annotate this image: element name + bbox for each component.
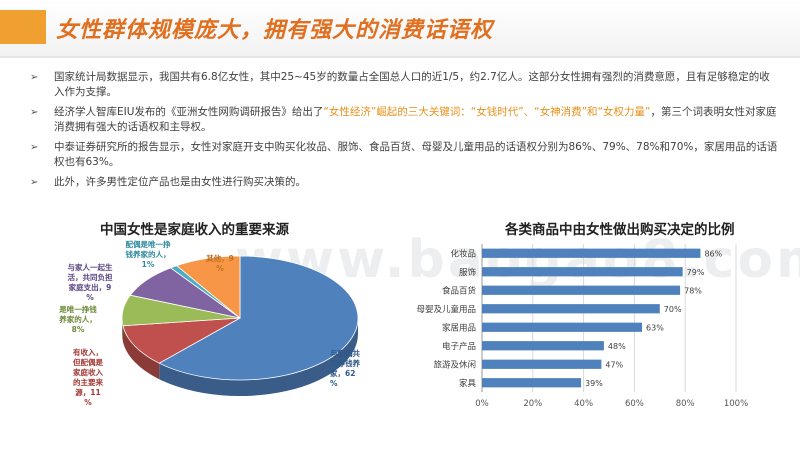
pie-slice-label: 其他，9% [206, 253, 234, 273]
bar [482, 359, 602, 369]
bullet-item: ➢ 中泰证券研究所的报告显示，女性对家庭开支中购买化妆品、服饰、食品百货、母婴及儿… [28, 140, 778, 170]
bullet-item: ➢ 国家统计局数据显示，我国共有6.8亿女性，其中25~45岁的数量占全国总人口的… [28, 70, 778, 100]
bar [482, 248, 701, 258]
bar-value-label: 70% [664, 305, 682, 314]
pie-slice-label: 有收入，但配偶是家庭收入的主要来源，11% [72, 347, 103, 407]
pie-slice-label: 与家人一起生活，共同负担家庭支出，9% [68, 262, 113, 302]
title-bar: 女性群体规模庞大，拥有强大的消费话语权 [0, 0, 800, 58]
bullet-highlight-text: “女性经济”崛起的三大关键词：“女钱时代”、“女神消费”和“女权力量” [323, 106, 651, 118]
bullet-text: 国家统计局数据显示，我国共有6.8亿女性，其中25~45岁的数量占全国总人口的近… [54, 71, 770, 98]
bullet-list: ➢ 国家统计局数据显示，我国共有6.8亿女性，其中25~45岁的数量占全国总人口的… [28, 70, 778, 195]
bar-x-tick-label: 60% [625, 399, 644, 409]
pie-slice-side [122, 325, 160, 380]
pie-slice-label: 配偶是唯一挣钱养家的人， 1% [126, 239, 171, 269]
bar [482, 267, 683, 277]
bullet-text: ，第三个词表明女性对家庭消费拥有强大的话语权和主导权。 [54, 106, 777, 133]
bar-x-tick-label: 100% [724, 399, 748, 409]
bar-value-label: 39% [585, 379, 603, 388]
bar-category-label: 家居用品 [442, 322, 476, 333]
bar-x-tick-label: 80% [676, 399, 695, 409]
bullet-text: 经济学人智库EIU发布的《亚洲女性网购调研报告》给出了 [54, 106, 324, 118]
bar-value-label: 79% [687, 268, 705, 277]
pie-slice-side [159, 318, 358, 396]
bar-category-label: 化妆品 [450, 248, 476, 259]
title-accent-block [0, 10, 46, 44]
bar-x-tick-label: 0% [475, 399, 489, 409]
bar-x-tick-label: 40% [574, 399, 593, 409]
bar-x-tick-label: 20% [523, 399, 542, 409]
bar-value-label: 47% [605, 360, 623, 369]
pie-slice-label: 与配偶共同挣钱养家，62% [330, 348, 360, 388]
bullet-text: 此外，许多男性定位产品也是由女性进行购买决策的。 [54, 176, 306, 188]
pie-chart-title: 中国女性是家庭收入的重要来源 [100, 222, 289, 238]
bar [482, 341, 604, 351]
bar-value-label: 48% [608, 342, 626, 351]
bar-chart-title: 各类商品中由女性做出购买决定的比例 [505, 222, 735, 238]
pie-slice [175, 255, 241, 319]
bar-category-label: 食品百货 [442, 285, 477, 296]
pie-slice [122, 317, 241, 364]
pie-slice-label: 是唯一挣钱养家的人， 8% [58, 304, 97, 334]
page-title: 女性群体规模庞大，拥有强大的消费话语权 [56, 18, 494, 43]
bullet-arrow-icon: ➢ [30, 142, 39, 153]
bar-value-label: 86% [704, 249, 722, 258]
bar-value-label: 78% [684, 286, 702, 295]
bullet-text: 中泰证券研究所的报告显示，女性对家庭开支中购买化妆品、服饰、食品百货、母婴及儿童… [54, 141, 778, 168]
bullet-arrow-icon: ➢ [30, 72, 39, 83]
bar [482, 285, 681, 295]
bar-category-label: 电子产品 [442, 341, 476, 352]
bar-category-label: 母婴及儿童用品 [416, 304, 476, 315]
bar-category-label: 旅游及休闲 [433, 359, 476, 370]
bar-category-label: 家具 [459, 378, 477, 389]
bar-value-label: 63% [646, 323, 664, 332]
bullet-arrow-icon: ➢ [30, 107, 39, 118]
bullet-item: ➢ 经济学人智库EIU发布的《亚洲女性网购调研报告》给出了“女性经济”崛起的三大关… [28, 105, 778, 135]
pie-slice [158, 255, 359, 381]
bar-category-label: 服饰 [459, 267, 477, 278]
bullet-arrow-icon: ➢ [30, 177, 39, 188]
bar [482, 322, 643, 332]
bar [482, 378, 582, 388]
bar [482, 304, 660, 314]
bullet-item: ➢ 此外，许多男性定位产品也是由女性进行购买决策的。 [28, 175, 778, 190]
